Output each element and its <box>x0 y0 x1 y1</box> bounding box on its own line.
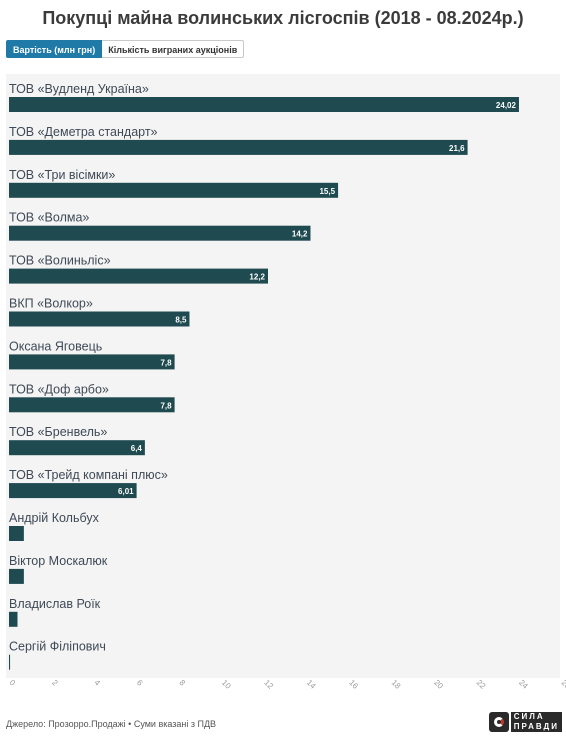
bar <box>9 354 175 370</box>
logo-words: СИЛА ПРАВДИ <box>510 712 562 732</box>
category-label: ТОВ «Деметра стандарт» <box>9 125 158 139</box>
chart-title: Покупці майна волинських лісгоспів (2018… <box>42 8 524 28</box>
logo-line-1: СИЛА <box>510 712 562 722</box>
category-label: Сергій Філіпович <box>9 640 106 654</box>
bar <box>9 182 339 198</box>
bar <box>9 139 468 155</box>
category-label: ТОВ «Доф арбо» <box>9 382 109 396</box>
sila-pravdy-logo: СИЛА ПРАВДИ <box>488 712 562 732</box>
x-tick-label: 10 <box>220 678 233 691</box>
x-tick-label: 0 <box>8 678 18 688</box>
value-tab-button[interactable]: Вартість (млн грн) <box>6 40 103 58</box>
bar-value-label: 6,01 <box>118 487 134 496</box>
auctions-count-tab-button[interactable]: Кількість виграних аукціонів <box>102 40 245 58</box>
bar <box>9 611 18 627</box>
x-tick-label: 14 <box>305 678 318 691</box>
bar-value-label: 21,6 <box>449 144 465 153</box>
x-tick-label: 8 <box>177 678 187 688</box>
category-label: Оксана Яговець <box>9 339 102 353</box>
x-tick-label: 18 <box>390 678 403 691</box>
bar <box>9 526 24 541</box>
category-label: ТОВ «Волиньліс» <box>9 254 111 268</box>
source-note: Джерело: Прозорро.Продажі • Суми вказані… <box>6 719 217 729</box>
bar-value-label: 6,4 <box>131 444 143 453</box>
bar <box>9 397 175 413</box>
category-label: ТОВ «Бренвель» <box>9 425 107 439</box>
bar-value-label: 24,02 <box>496 101 517 110</box>
bar-value-label: 8,5 <box>175 316 187 325</box>
metric-toggle: Вартість (млн грн) Кількість виграних ау… <box>6 40 245 58</box>
bar <box>9 568 24 584</box>
bar <box>9 654 11 670</box>
category-label: ВКП «Волкор» <box>9 297 93 311</box>
logo-line-2: ПРАВДИ <box>510 722 562 732</box>
bar <box>9 225 311 241</box>
bar <box>9 440 145 456</box>
bar <box>9 268 269 284</box>
chart-background <box>6 74 560 678</box>
logo-mark-icon <box>488 712 509 732</box>
category-label: Віктор Москалюк <box>9 554 108 568</box>
category-label: ТОВ «Вудленд Україна» <box>9 82 149 96</box>
x-tick-label: 20 <box>432 678 445 691</box>
bar <box>9 311 190 327</box>
bar <box>9 97 519 112</box>
x-tick-label: 22 <box>475 678 488 691</box>
x-tick-label: 2 <box>50 678 60 688</box>
x-tick-label: 24 <box>517 678 530 691</box>
bar-value-label: 7,8 <box>160 358 172 367</box>
category-label: Андрій Кольбух <box>9 511 100 525</box>
category-label: ТОВ «Трейд компані плюс» <box>9 468 168 482</box>
category-label: ТОВ «Волма» <box>9 211 89 225</box>
bar-value-label: 7,8 <box>160 401 172 410</box>
bar <box>9 483 137 499</box>
x-tick-label: 16 <box>347 678 360 691</box>
category-label: Владислав Роїк <box>9 597 101 611</box>
category-label: ТОВ «Три вісімки» <box>9 168 115 182</box>
bar-value-label: 12,2 <box>249 273 265 282</box>
x-tick-label: 6 <box>135 678 145 688</box>
x-tick-label: 4 <box>93 678 103 688</box>
bar-value-label: 14,2 <box>292 230 308 239</box>
bar-value-label: 15,5 <box>319 187 335 196</box>
x-tick-label: 12 <box>262 678 275 691</box>
x-tick-label: 26 <box>560 678 566 691</box>
